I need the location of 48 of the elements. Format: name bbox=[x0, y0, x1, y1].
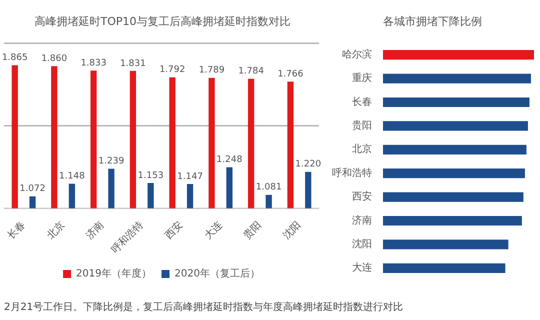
bar bbox=[383, 74, 531, 84]
y-tick-label: 西安 bbox=[352, 190, 372, 203]
data-label: 1.789 bbox=[198, 66, 225, 76]
data-label: 1.860 bbox=[41, 54, 68, 64]
bar bbox=[383, 216, 522, 226]
x-tick-label: 长春 bbox=[5, 218, 28, 242]
data-label: 1.833 bbox=[80, 58, 106, 68]
data-label: 1.081 bbox=[256, 182, 282, 193]
x-tick-label: 呼和浩特 bbox=[109, 218, 146, 256]
data-label: 1.072 bbox=[20, 184, 46, 194]
x-tick-label: 西安 bbox=[162, 218, 186, 242]
y-tick-label: 贵阳 bbox=[352, 120, 372, 132]
y-tick-label: 沈阳 bbox=[352, 238, 372, 250]
chart-title: 高峰拥堵延时TOP10与复工后高峰拥堵延时指数对比 bbox=[33, 14, 292, 29]
chart-title: 各城市拥堵下降比例 bbox=[382, 14, 483, 29]
data-label: 1.792 bbox=[159, 65, 186, 76]
data-label: 1.220 bbox=[295, 160, 322, 170]
legend-label: 2019年（年度） bbox=[76, 268, 152, 280]
y-tick-label: 哈尔滨 bbox=[342, 48, 372, 60]
data-label: 1.239 bbox=[98, 156, 124, 167]
bar bbox=[383, 192, 524, 202]
y-tick-label: 重庆 bbox=[352, 72, 372, 84]
bar bbox=[383, 121, 528, 131]
bar bbox=[383, 144, 526, 154]
data-label: 1.147 bbox=[177, 172, 203, 182]
data-label: 1.766 bbox=[278, 70, 304, 80]
data-label: 1.784 bbox=[238, 66, 264, 77]
bar bbox=[383, 168, 525, 178]
text: 2月21号工作日。下降比例是，复工后高峰拥堵延时指数与年度高峰拥堵延时指数进行对比 bbox=[4, 300, 404, 314]
y-tick-label: 北京 bbox=[352, 143, 372, 156]
y-tick-label: 呼和浩特 bbox=[332, 166, 372, 179]
x-tick-label: 大连 bbox=[202, 218, 225, 242]
y-tick-label: 大连 bbox=[352, 262, 372, 274]
x-tick-label: 贵阳 bbox=[241, 218, 264, 242]
data-label: 1.248 bbox=[216, 155, 243, 166]
bar bbox=[383, 240, 508, 250]
data-label: 1.153 bbox=[138, 170, 164, 181]
y-tick-label: 长春 bbox=[352, 96, 372, 108]
x-tick-label: 济南 bbox=[84, 218, 106, 242]
x-tick-label: 北京 bbox=[44, 218, 68, 242]
bar bbox=[383, 50, 534, 60]
bar bbox=[383, 263, 506, 273]
data-label: 1.865 bbox=[2, 53, 28, 64]
data-label: 1.148 bbox=[59, 172, 86, 182]
x-tick-label: 沈阳 bbox=[280, 218, 304, 242]
bar bbox=[383, 97, 530, 108]
legend-label: 2020年（复工后） bbox=[174, 268, 260, 280]
data-label: 1.831 bbox=[120, 58, 146, 69]
